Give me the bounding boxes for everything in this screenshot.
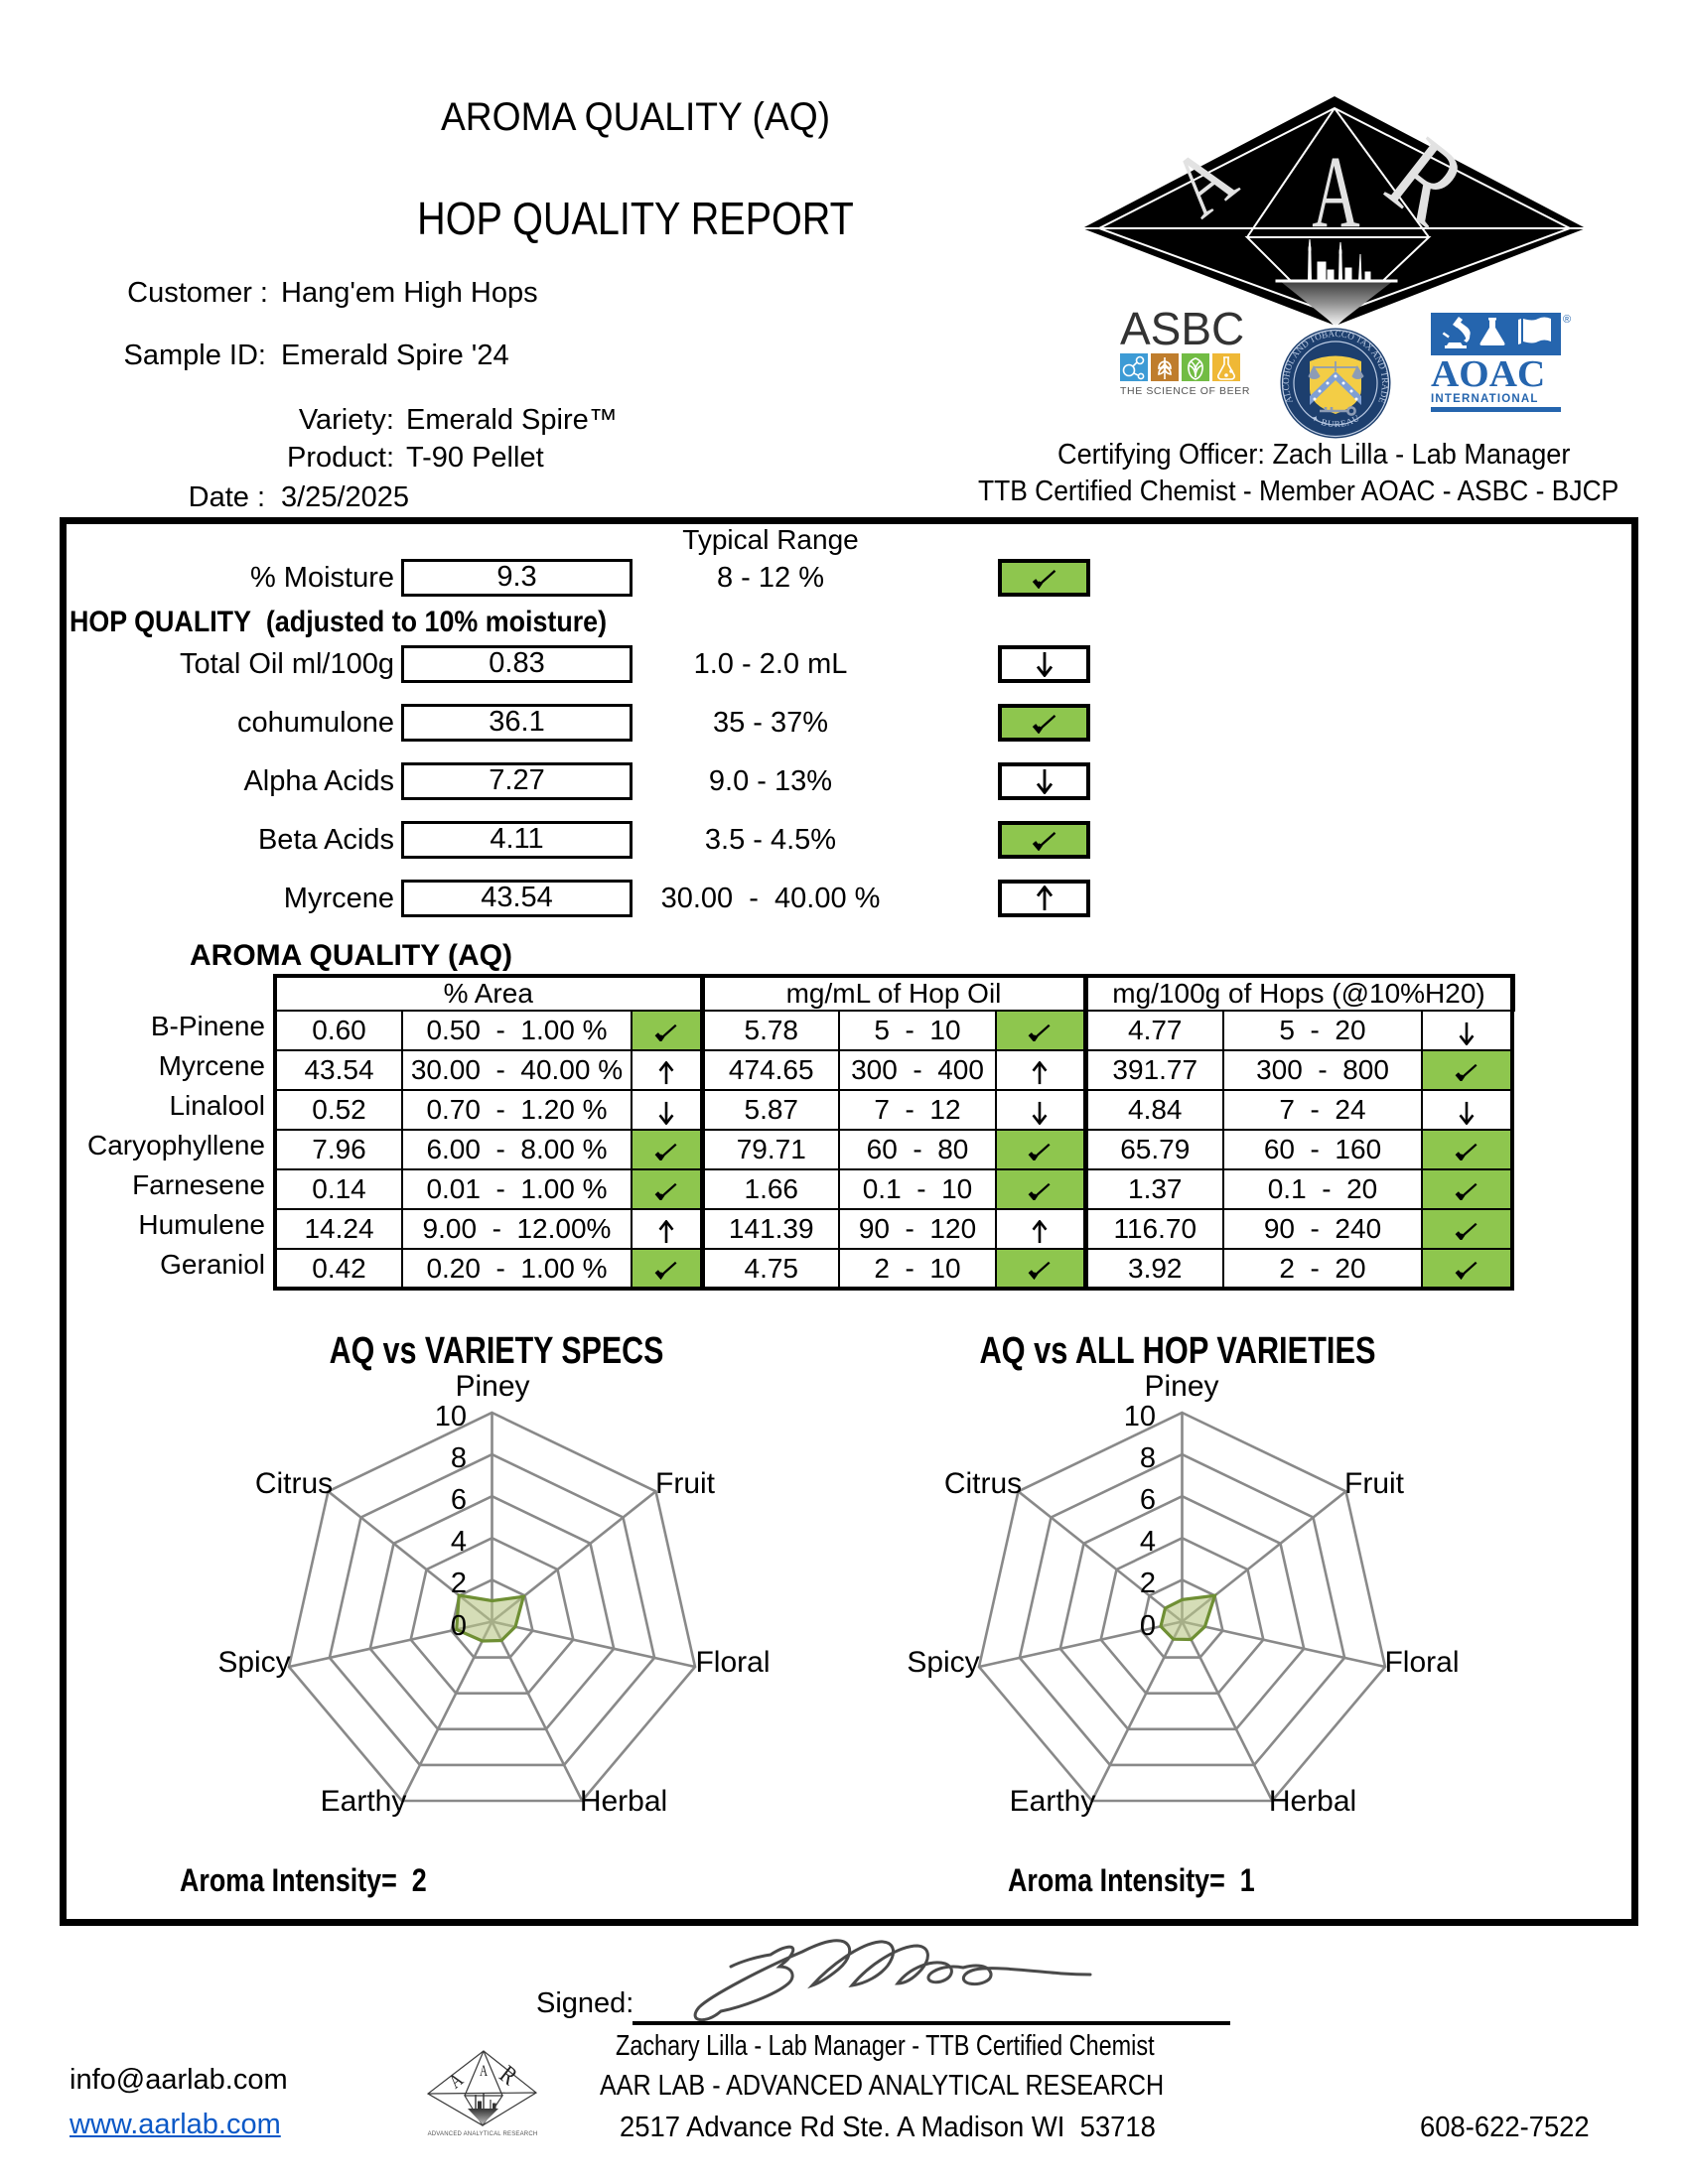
svg-text:A: A	[480, 2062, 488, 2079]
svg-text:A: A	[1312, 134, 1359, 248]
svg-text:A: A	[445, 2069, 468, 2094]
svg-text:ADVANCED ANALYTICAL RESEARCH: ADVANCED ANALYTICAL RESEARCH	[428, 2131, 538, 2137]
